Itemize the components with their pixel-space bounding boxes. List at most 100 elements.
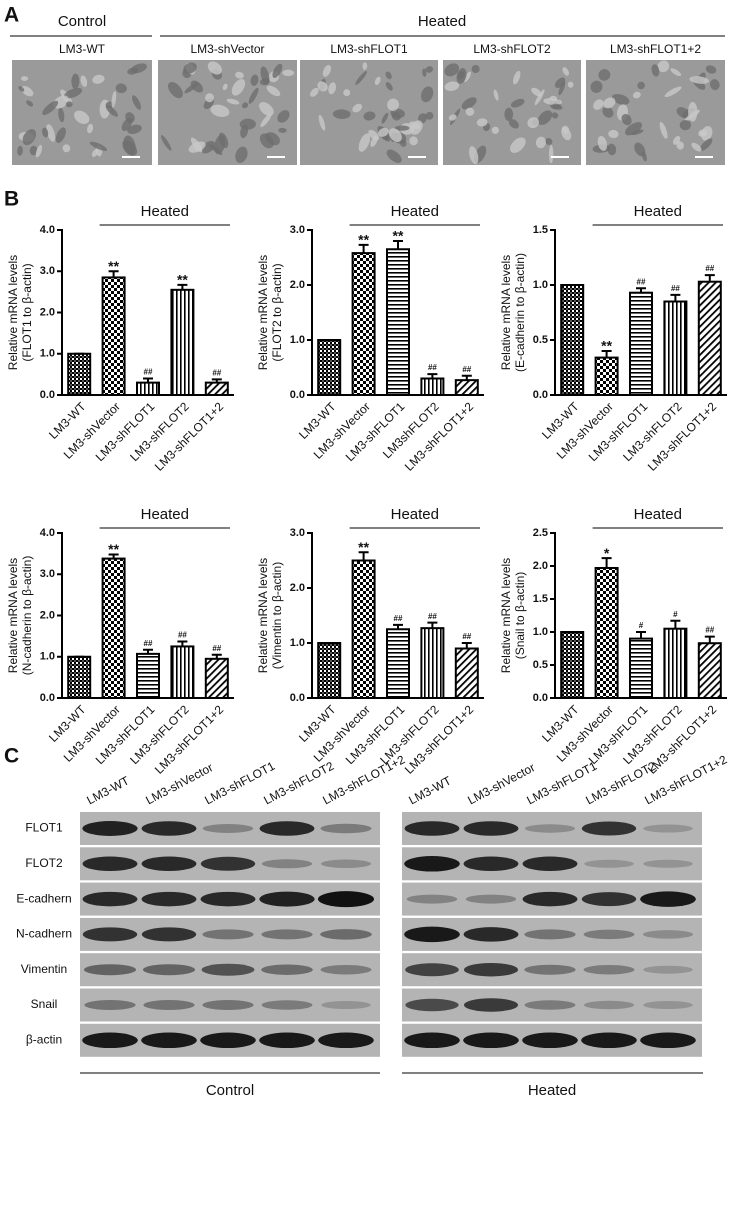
blot-band [202, 824, 254, 833]
error-bar [143, 377, 153, 383]
y-tick-label: 1.0 [533, 279, 548, 291]
image-label: LM3-shVector [190, 42, 264, 56]
group-label: Heated [141, 506, 189, 523]
cell [444, 63, 460, 77]
error-bar [393, 240, 403, 250]
cell [590, 80, 603, 93]
blot-band [525, 824, 575, 833]
cell [130, 63, 147, 74]
cell [549, 95, 558, 102]
cell [272, 63, 283, 78]
error-bar [461, 642, 472, 649]
cell [527, 117, 539, 129]
y-tick-label: 0.0 [290, 389, 305, 401]
blot-band [405, 998, 459, 1012]
cell [190, 80, 204, 93]
blot-band [404, 821, 460, 836]
cell [378, 127, 389, 137]
cell [168, 81, 183, 99]
blot-band [583, 929, 635, 940]
bar [594, 356, 619, 397]
significance-label: ## [462, 365, 471, 374]
group-label: Control [58, 13, 106, 30]
cell [42, 127, 49, 138]
cell [552, 103, 563, 110]
y-tick-label: 4.0 [40, 527, 55, 539]
cell [55, 127, 66, 143]
bar [420, 627, 445, 700]
blot-band [463, 856, 519, 872]
cell [87, 123, 94, 134]
blot-band [82, 1032, 138, 1049]
cell [21, 86, 34, 97]
cell [362, 62, 368, 70]
cell [537, 110, 553, 126]
image-label: LM3-shFLOT1+2 [610, 42, 701, 56]
cell [410, 120, 423, 135]
error-bar [211, 653, 222, 659]
y-axis-label: (FLOT1 to β-actin) [20, 263, 34, 361]
significance-label: ## [144, 368, 153, 377]
cell [205, 93, 214, 103]
cell [21, 76, 29, 81]
cell [504, 107, 514, 121]
cell [125, 112, 135, 123]
cell [65, 101, 73, 108]
blot-band [406, 894, 458, 904]
cell [207, 61, 222, 75]
y-tick-label: 1.0 [290, 637, 305, 649]
cell [343, 89, 351, 97]
cell [160, 135, 172, 151]
cell [634, 142, 646, 157]
cell [670, 68, 682, 77]
bar [170, 645, 195, 699]
cell [222, 83, 228, 91]
cell [651, 64, 660, 77]
cell [46, 124, 56, 142]
blot-band [643, 859, 693, 868]
y-tick-label: 0.0 [40, 389, 55, 401]
y-tick-label: 2.0 [290, 582, 305, 594]
bar [67, 352, 92, 396]
cell [684, 109, 700, 122]
cell [22, 129, 37, 146]
cell [235, 146, 248, 163]
cell [282, 69, 295, 77]
bar [454, 647, 479, 699]
cell [210, 104, 230, 118]
cell [231, 78, 246, 96]
cell [625, 122, 643, 136]
blot-band [404, 926, 460, 943]
cell [240, 124, 249, 139]
cell [370, 135, 378, 147]
significance-label: # [673, 610, 678, 619]
blot-band [82, 927, 138, 942]
blot-band [202, 1000, 254, 1010]
y-axis-label: (Vimentin to β-actin) [270, 562, 284, 669]
cell [493, 89, 499, 101]
cell [62, 144, 71, 153]
blot-band [141, 856, 197, 872]
blot-column-label: LM3-shFLOT1+2 [320, 752, 407, 807]
significance-label: ## [705, 264, 714, 273]
bar [136, 652, 160, 699]
cell [699, 130, 708, 137]
y-tick-label: 0.5 [533, 334, 548, 346]
blot-row-label: Vimentin [21, 962, 67, 976]
cell [35, 144, 43, 158]
y-axis-label: Relative mRNA levels [6, 558, 20, 673]
blot-band [584, 1000, 634, 1010]
error-bar [108, 270, 119, 278]
bar [594, 566, 619, 699]
cell [259, 78, 270, 86]
significance-label: ** [358, 232, 369, 248]
significance-label: ## [671, 284, 680, 293]
group-label: Heated [528, 1082, 576, 1099]
blot-band [82, 891, 138, 907]
blot-band [581, 892, 637, 907]
cell [381, 112, 389, 124]
blot-band [640, 1032, 696, 1049]
cell [461, 97, 477, 110]
cell [26, 100, 34, 107]
